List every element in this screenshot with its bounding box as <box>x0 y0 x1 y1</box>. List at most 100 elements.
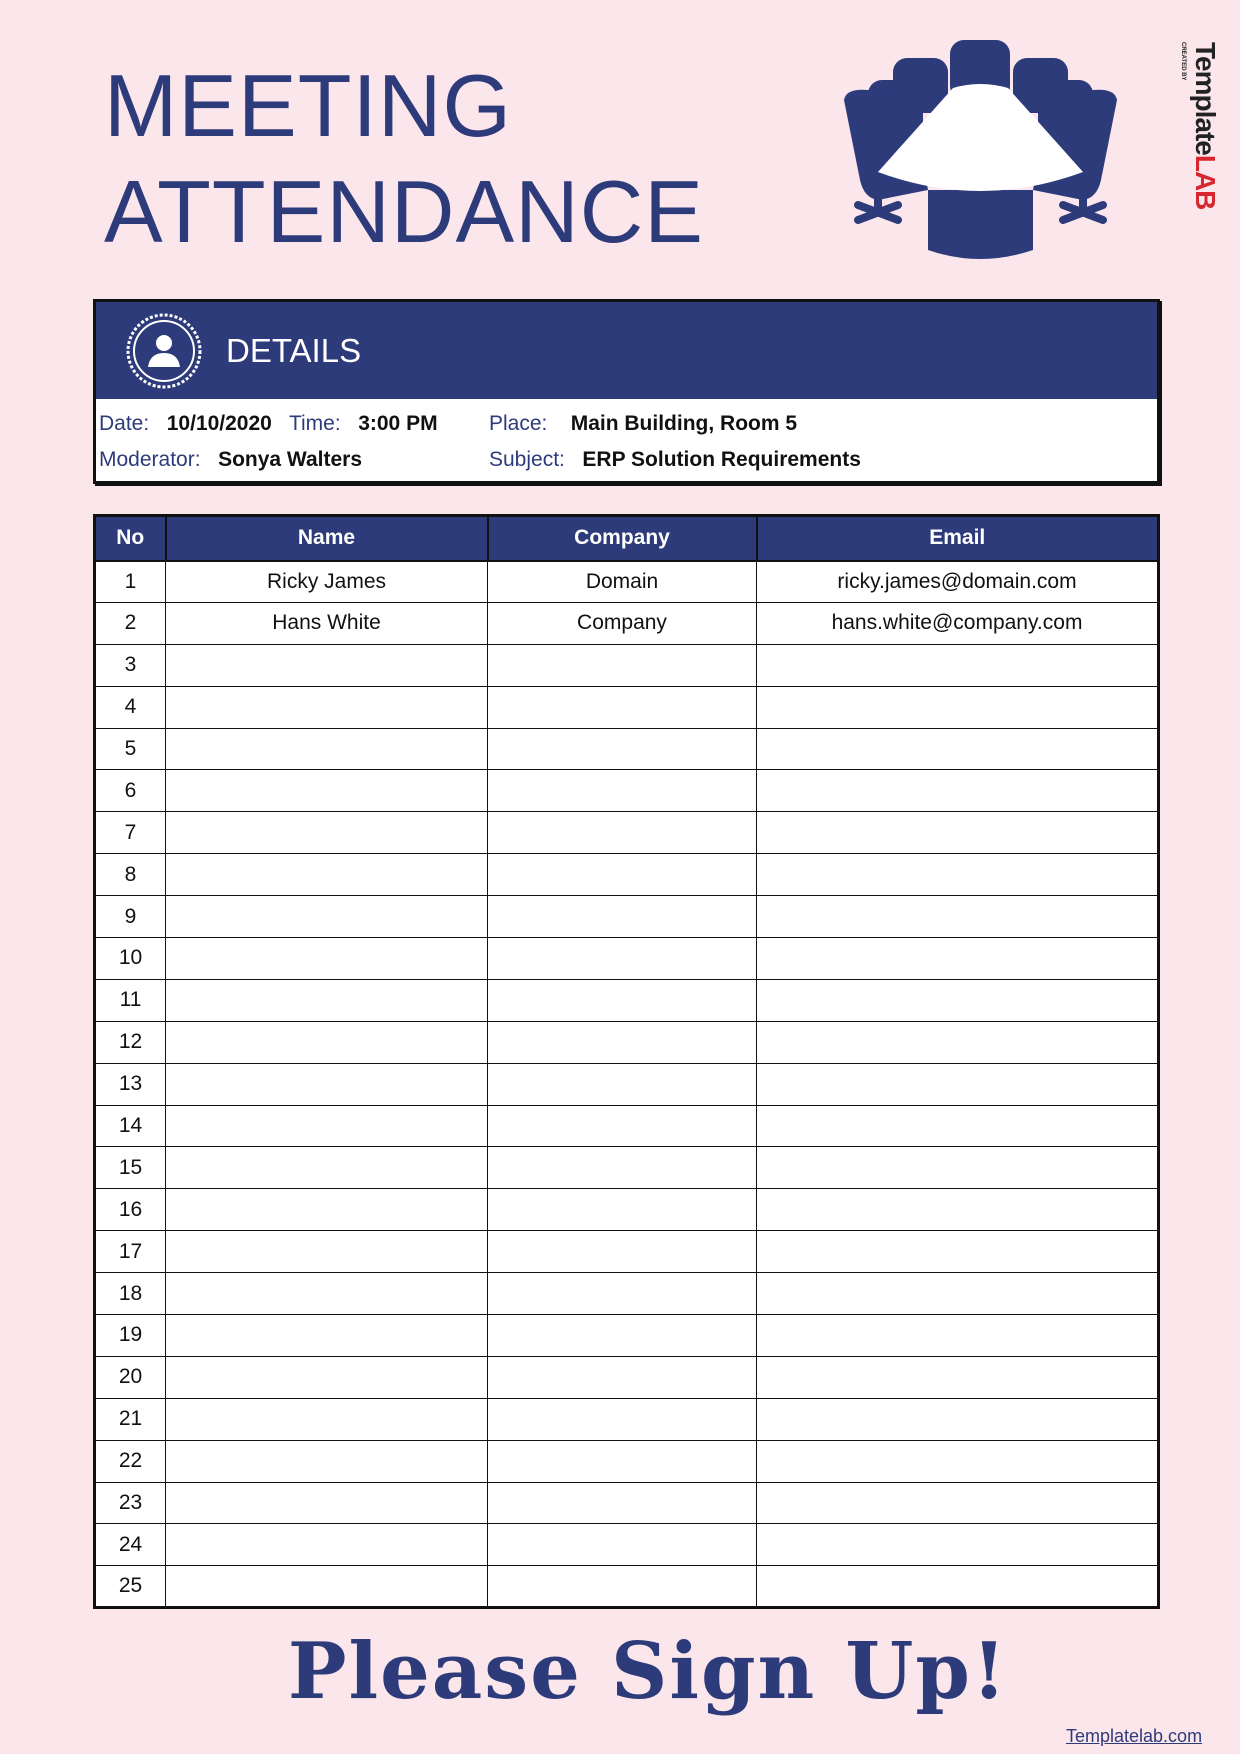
cell-company[interactable] <box>487 895 757 939</box>
sign-up-banner: Please Sign Up! <box>287 1626 1009 1717</box>
cell-name[interactable] <box>165 978 488 1022</box>
cell-name[interactable] <box>165 1062 488 1106</box>
cell-name[interactable] <box>165 1523 488 1567</box>
cell-name[interactable] <box>165 685 488 729</box>
cell-company[interactable] <box>487 643 757 687</box>
cell-company[interactable] <box>487 1523 757 1567</box>
place-label: Place: <box>489 412 548 435</box>
cell-email[interactable]: hans.white@company.com <box>756 601 1159 645</box>
cell-name[interactable] <box>165 1272 488 1316</box>
table-row: 5 <box>94 727 1159 771</box>
cell-name[interactable] <box>165 727 488 771</box>
cell-name[interactable] <box>165 1439 488 1483</box>
cell-no: 18 <box>94 1272 166 1316</box>
cell-company[interactable] <box>487 1272 757 1316</box>
cell-email[interactable] <box>756 1523 1159 1567</box>
cell-company[interactable] <box>487 937 757 980</box>
cell-company[interactable] <box>487 811 757 855</box>
table-row: 20 <box>94 1355 1159 1399</box>
templatelab-link[interactable]: Templatelab.com <box>1066 1726 1203 1746</box>
moderator-label: Moderator: <box>99 448 201 471</box>
cell-no: 15 <box>94 1146 166 1190</box>
cell-company[interactable] <box>487 1020 757 1064</box>
cell-name[interactable] <box>165 1230 488 1274</box>
cell-email[interactable] <box>756 1565 1159 1609</box>
cell-name[interactable] <box>165 769 488 813</box>
cell-email[interactable] <box>756 1020 1159 1064</box>
cell-email[interactable] <box>756 769 1159 813</box>
cell-company[interactable]: Domain <box>487 560 757 603</box>
cell-name[interactable] <box>165 1146 488 1190</box>
cell-email[interactable] <box>756 1397 1159 1441</box>
cell-email[interactable]: ricky.james@domain.com <box>756 560 1159 603</box>
cell-name[interactable]: Ricky James <box>165 560 488 603</box>
table-row: 2 Hans White Company hans.white@company.com <box>94 601 1159 645</box>
attendance-table: No Name Company Email 1 Ricky James Domain… <box>93 514 1160 1610</box>
cell-company[interactable] <box>487 685 757 729</box>
cell-company[interactable] <box>487 978 757 1022</box>
cell-email[interactable] <box>756 1146 1159 1190</box>
cell-name[interactable] <box>165 1481 488 1525</box>
cell-company[interactable]: Company <box>487 601 757 645</box>
cell-company[interactable] <box>487 1188 757 1232</box>
date-label: Date: <box>99 412 150 435</box>
cell-name[interactable] <box>165 895 488 939</box>
cell-name[interactable] <box>165 1314 488 1357</box>
table-row: 25 <box>94 1565 1159 1609</box>
cell-name[interactable] <box>165 937 488 980</box>
cell-name[interactable] <box>165 643 488 687</box>
cell-company[interactable] <box>487 1230 757 1274</box>
cell-no: 13 <box>94 1062 166 1106</box>
cell-name[interactable] <box>165 1104 488 1148</box>
cell-name[interactable] <box>165 811 488 855</box>
cell-email[interactable] <box>756 937 1159 980</box>
cell-email[interactable] <box>756 1272 1159 1316</box>
cell-email[interactable] <box>756 895 1159 939</box>
cell-company[interactable] <box>487 853 757 897</box>
cell-email[interactable] <box>756 1355 1159 1399</box>
cell-email[interactable] <box>756 853 1159 897</box>
cell-company[interactable] <box>487 727 757 771</box>
cell-email[interactable] <box>756 1439 1159 1483</box>
time-value: 3:00 PM <box>358 412 438 435</box>
cell-email[interactable] <box>756 1188 1159 1232</box>
svg-text:CREATED BY: CREATED BY <box>1180 42 1186 81</box>
header-email: Email <box>755 514 1160 562</box>
cell-email[interactable] <box>756 1314 1159 1357</box>
cell-email[interactable] <box>756 1230 1159 1274</box>
cell-email[interactable] <box>756 811 1159 855</box>
cell-company[interactable] <box>487 1481 757 1525</box>
table-row: 23 <box>94 1481 1159 1525</box>
cell-no: 25 <box>94 1565 166 1609</box>
cell-company[interactable] <box>487 1439 757 1483</box>
cell-email[interactable] <box>756 1481 1159 1525</box>
table-row: 9 <box>94 895 1159 939</box>
cell-email[interactable] <box>756 643 1159 687</box>
cell-no: 11 <box>94 978 166 1022</box>
cell-name[interactable] <box>165 853 488 897</box>
cell-no: 10 <box>94 937 166 980</box>
cell-company[interactable] <box>487 769 757 813</box>
cell-name[interactable] <box>165 1397 488 1441</box>
cell-email[interactable] <box>756 1104 1159 1148</box>
cell-no: 1 <box>94 560 166 603</box>
cell-name[interactable] <box>165 1188 488 1232</box>
header-no: No <box>93 514 167 562</box>
cell-name[interactable]: Hans White <box>165 601 488 645</box>
cell-company[interactable] <box>487 1355 757 1399</box>
cell-email[interactable] <box>756 978 1159 1022</box>
cell-name[interactable] <box>165 1020 488 1064</box>
cell-email[interactable] <box>756 1062 1159 1106</box>
cell-company[interactable] <box>487 1104 757 1148</box>
cell-email[interactable] <box>756 685 1159 729</box>
table-row: 24 <box>94 1523 1159 1567</box>
cell-company[interactable] <box>487 1397 757 1441</box>
cell-name[interactable] <box>165 1355 488 1399</box>
cell-name[interactable] <box>165 1565 488 1609</box>
table-row: 4 <box>94 685 1159 729</box>
cell-company[interactable] <box>487 1565 757 1609</box>
cell-company[interactable] <box>487 1062 757 1106</box>
cell-company[interactable] <box>487 1314 757 1357</box>
cell-email[interactable] <box>756 727 1159 771</box>
cell-company[interactable] <box>487 1146 757 1190</box>
